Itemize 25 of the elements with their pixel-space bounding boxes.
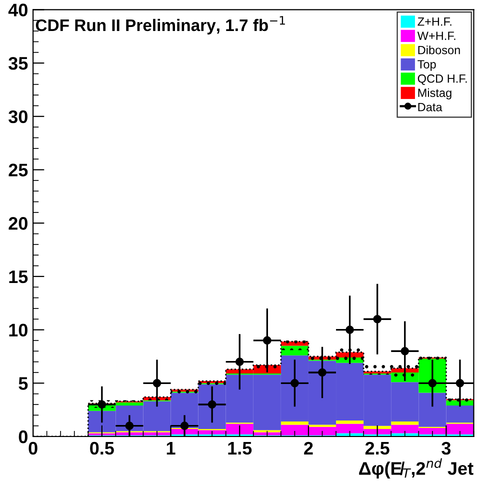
y-tick-label: 5: [18, 377, 28, 390]
legend-label: QCD H.F.: [418, 74, 467, 85]
y-tick-label: 15: [9, 270, 28, 284]
y-tick-label: 20: [8, 217, 28, 230]
legend-label: Z+H.F.: [418, 18, 452, 26]
legend-label: Mistag: [418, 88, 452, 100]
x-tick-label: 0: [28, 442, 38, 455]
legend-label: Data: [418, 103, 442, 112]
y-tick-label: 10: [9, 324, 28, 337]
y-tick-label: 25: [8, 164, 28, 176]
chart-title: CDF Run II Preliminary, 1.7 fb$^{−1}$: [36, 16, 285, 34]
y-tick-label: 40: [8, 4, 28, 16]
legend-label: Diboson: [418, 46, 460, 54]
legend-label: Top: [418, 60, 436, 71]
y-tick-label: 30: [8, 110, 28, 124]
y-tick-label: 35: [8, 56, 28, 70]
x-tick-label: 3: [442, 442, 451, 455]
x-tick-label: 2.5: [365, 442, 390, 455]
y-tick-label: 0: [18, 430, 28, 444]
x-tick-label: 2: [304, 442, 313, 454]
x-tick-label: 1.5: [228, 442, 252, 455]
x-tick-label: 1: [166, 442, 176, 454]
legend-label: W+H.F.: [417, 32, 456, 40]
x-tick-label: 0.5: [90, 442, 114, 455]
x-axis-title: Δφ(E̸$_{T}$,2$^{nd}$ Jet: [359, 458, 474, 478]
